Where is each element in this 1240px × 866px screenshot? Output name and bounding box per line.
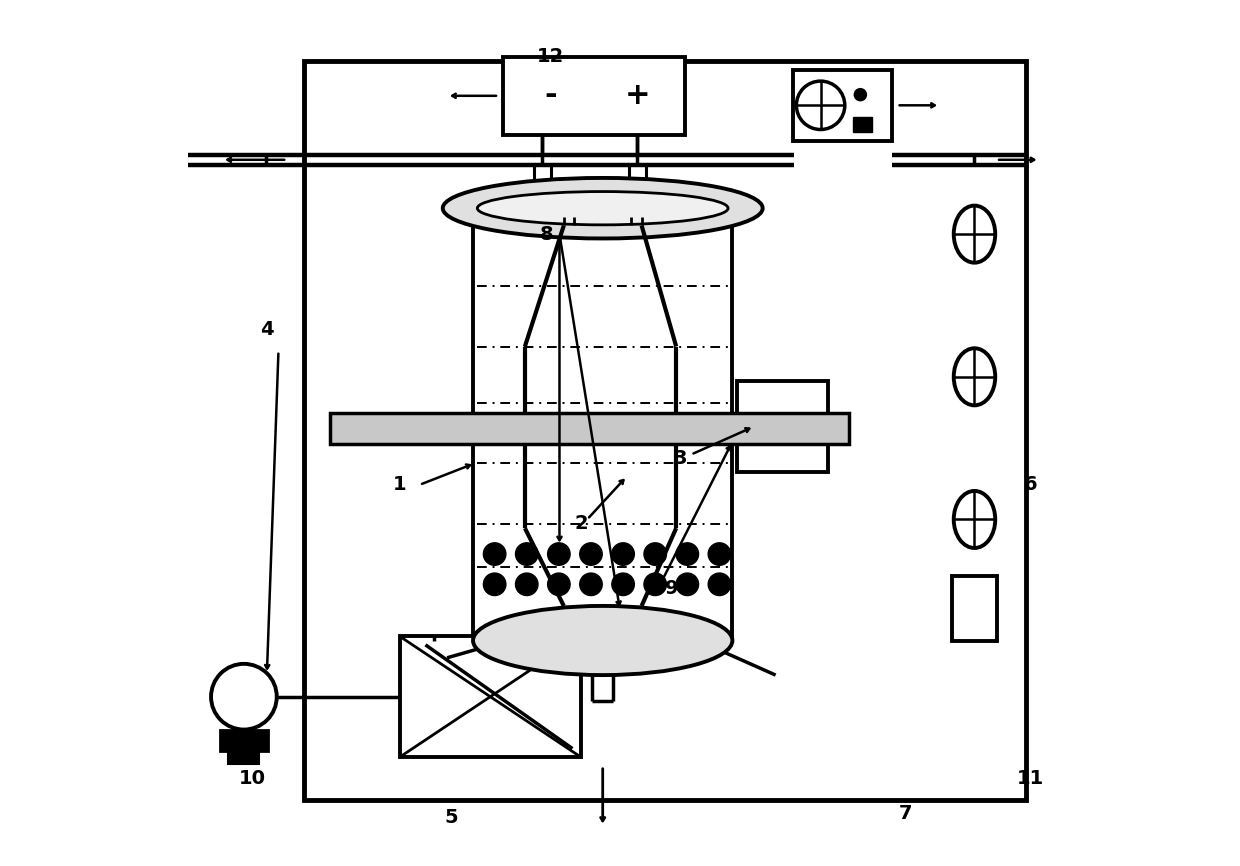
Bar <box>503 57 684 135</box>
Circle shape <box>484 573 506 596</box>
Circle shape <box>548 573 570 596</box>
Circle shape <box>548 543 570 565</box>
Text: +: + <box>625 81 650 110</box>
Text: 2: 2 <box>574 514 588 533</box>
Text: 4: 4 <box>260 320 274 339</box>
Bar <box>304 61 1027 800</box>
Text: -: - <box>544 81 557 110</box>
Circle shape <box>580 543 603 565</box>
Circle shape <box>676 573 698 596</box>
Circle shape <box>611 543 635 565</box>
Bar <box>737 381 827 472</box>
Text: 7: 7 <box>899 804 913 823</box>
Bar <box>399 637 582 757</box>
Ellipse shape <box>477 191 728 225</box>
Circle shape <box>516 543 538 565</box>
Text: 10: 10 <box>239 769 267 788</box>
Ellipse shape <box>443 178 763 238</box>
Text: 6: 6 <box>1024 475 1038 494</box>
Text: 11: 11 <box>1017 769 1044 788</box>
Circle shape <box>580 573 603 596</box>
Circle shape <box>676 543 698 565</box>
Text: 8: 8 <box>539 224 553 243</box>
Ellipse shape <box>472 606 733 675</box>
Bar <box>952 576 997 641</box>
Circle shape <box>854 88 867 100</box>
Circle shape <box>644 543 666 565</box>
Bar <box>792 70 893 141</box>
Text: 9: 9 <box>665 579 678 598</box>
Text: 1: 1 <box>393 475 407 494</box>
Bar <box>219 729 268 751</box>
Text: 12: 12 <box>537 48 564 67</box>
Text: 3: 3 <box>673 449 687 469</box>
Bar <box>330 413 849 444</box>
Circle shape <box>708 573 730 596</box>
Circle shape <box>516 573 538 596</box>
Bar <box>853 117 873 132</box>
Circle shape <box>708 543 730 565</box>
Circle shape <box>644 573 666 596</box>
Circle shape <box>484 543 506 565</box>
Bar <box>228 748 259 764</box>
Text: 5: 5 <box>445 808 459 827</box>
Circle shape <box>611 573 635 596</box>
